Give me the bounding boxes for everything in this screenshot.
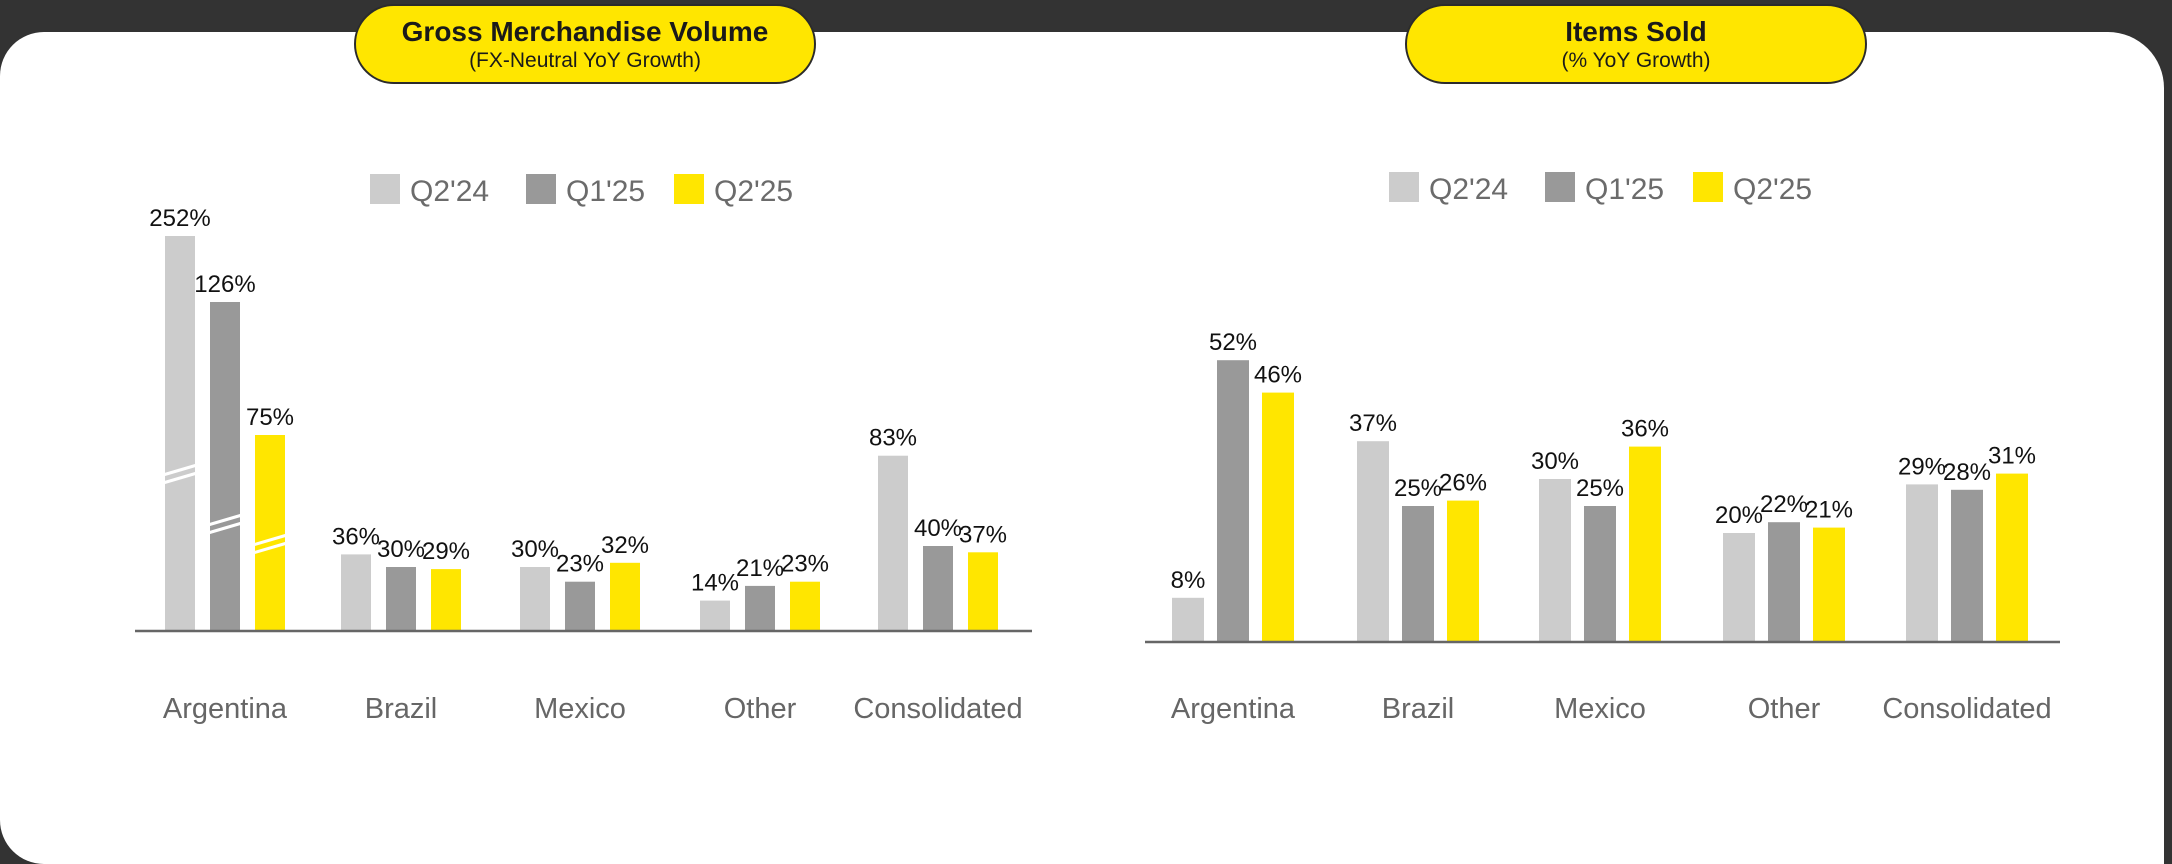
items-value-label-brazil-q2-25: 26% [1439, 470, 1487, 497]
gmv-value-label-argentina-q2-25: 75% [246, 404, 294, 431]
items-value-label-consolidated-q2-25: 31% [1988, 443, 2036, 470]
gmv-legend-swatch-q2-24 [370, 174, 400, 204]
items-bar-consolidated-q2-24 [1906, 484, 1938, 641]
gmv-bar-argentina-q1-25 [210, 302, 240, 630]
items-value-label-consolidated-q2-24: 29% [1898, 453, 1946, 480]
gmv-bar-brazil-q2-25 [431, 569, 461, 630]
gmv-value-label-consolidated-q1-25: 40% [914, 515, 962, 542]
items-bar-argentina-q2-25 [1262, 392, 1294, 641]
items-bar-other-q2-25 [1813, 527, 1845, 641]
items-value-label-argentina-q1-25: 52% [1209, 329, 1257, 356]
items-value-label-mexico-q1-25: 25% [1576, 475, 1624, 502]
items-value-label-other-q2-24: 20% [1715, 502, 1763, 529]
gmv-value-label-brazil-q2-24: 36% [332, 523, 380, 550]
chart-card [0, 32, 2164, 864]
items-bar-consolidated-q1-25 [1951, 489, 1983, 641]
items-value-label-mexico-q2-25: 36% [1621, 416, 1669, 443]
gmv-bar-other-q1-25 [745, 585, 775, 630]
gmv-value-label-other-q2-24: 14% [691, 570, 739, 597]
items-category-label-argentina: Argentina [1171, 693, 1296, 725]
items-value-label-brazil-q1-25: 25% [1394, 475, 1442, 502]
items-bar-brazil-q2-25 [1447, 500, 1479, 641]
items-value-label-argentina-q2-24: 8% [1171, 567, 1206, 594]
items-bar-argentina-q1-25 [1217, 360, 1249, 641]
items-bar-other-q2-24 [1723, 533, 1755, 641]
gmv-bar-brazil-q2-24 [341, 554, 371, 630]
items-value-label-brazil-q2-24: 37% [1349, 410, 1397, 437]
gmv-value-label-other-q1-25: 21% [736, 555, 784, 582]
items-category-label-other: Other [1748, 693, 1821, 725]
items-legend-label-q2-24: Q2'24 [1429, 173, 1508, 206]
items-legend-label-q1-25: Q1'25 [1585, 173, 1664, 206]
items-value-label-consolidated-q1-25: 28% [1943, 459, 1991, 486]
gmv-bar-argentina-q2-24 [165, 236, 195, 630]
gmv-legend-label-q1-25: Q1'25 [566, 175, 645, 208]
items-legend-swatch-q1-25 [1545, 172, 1575, 202]
gmv-category-label-mexico: Mexico [534, 693, 626, 725]
gmv-axis-break-argentina-q1-25-b [207, 521, 243, 535]
gmv-subtitle: (FX-Neutral YoY Growth) [469, 49, 701, 72]
gmv-bar-mexico-q2-24 [520, 567, 550, 630]
gmv-value-label-mexico-q1-25: 23% [556, 551, 604, 578]
gmv-value-label-argentina-q2-24: 252% [149, 205, 210, 232]
gmv-bar-argentina-q2-25 [255, 435, 285, 630]
gmv-value-label-argentina-q1-25: 126% [194, 271, 255, 298]
gmv-value-label-mexico-q2-25: 32% [601, 532, 649, 559]
gmv-category-label-consolidated: Consolidated [853, 693, 1022, 725]
gmv-bar-mexico-q2-25 [610, 562, 640, 630]
gmv-value-label-mexico-q2-24: 30% [511, 536, 559, 563]
gmv-axis-break-argentina-q1-25-a [207, 513, 243, 527]
gmv-value-label-consolidated-q2-25: 37% [959, 521, 1007, 548]
gmv-axis-break-argentina-q2-24-b [162, 471, 198, 485]
items-bar-mexico-q2-25 [1629, 446, 1661, 641]
gmv-bar-consolidated-q2-24 [878, 455, 908, 630]
items-title-badge: Items Sold (% YoY Growth) [1405, 4, 1867, 84]
gmv-legend-swatch-q1-25 [526, 174, 556, 204]
gmv-title: Gross Merchandise Volume [401, 16, 769, 47]
items-value-label-other-q1-25: 22% [1760, 491, 1808, 518]
gmv-axis-break-argentina-q2-25-a [252, 533, 288, 547]
gmv-value-label-consolidated-q2-24: 83% [869, 425, 917, 452]
gmv-legend-label-q2-24: Q2'24 [410, 175, 489, 208]
items-bar-other-q1-25 [1768, 522, 1800, 641]
gmv-bar-other-q2-25 [790, 581, 820, 630]
items-category-label-consolidated: Consolidated [1882, 693, 2051, 725]
items-value-label-mexico-q2-24: 30% [1531, 448, 1579, 475]
gmv-legend-label-q2-25: Q2'25 [714, 175, 793, 208]
gmv-value-label-brazil-q1-25: 30% [377, 536, 425, 563]
items-bar-argentina-q2-24 [1172, 597, 1204, 641]
gmv-category-label-argentina: Argentina [163, 693, 288, 725]
items-bar-brazil-q1-25 [1402, 506, 1434, 641]
gmv-bar-mexico-q1-25 [565, 581, 595, 630]
items-title: Items Sold [1565, 16, 1707, 47]
gmv-bar-consolidated-q1-25 [923, 546, 953, 630]
items-bar-mexico-q2-24 [1539, 479, 1571, 641]
items-bar-consolidated-q2-25 [1996, 473, 2028, 641]
gmv-legend-swatch-q2-25 [674, 174, 704, 204]
gmv-axis-break-argentina-q2-25-b [252, 541, 288, 555]
items-bar-brazil-q2-24 [1357, 441, 1389, 641]
gmv-category-label-brazil: Brazil [365, 693, 438, 725]
gmv-value-label-other-q2-25: 23% [781, 551, 829, 578]
gmv-bar-consolidated-q2-25 [968, 552, 998, 630]
items-legend-swatch-q2-25 [1693, 172, 1723, 202]
items-category-label-mexico: Mexico [1554, 693, 1646, 725]
items-value-label-other-q2-25: 21% [1805, 497, 1853, 524]
items-legend-label-q2-25: Q2'25 [1733, 173, 1812, 206]
gmv-axis-break-argentina-q2-24-a [162, 463, 198, 477]
gmv-bar-brazil-q1-25 [386, 567, 416, 630]
gmv-category-label-other: Other [724, 693, 797, 725]
gmv-bar-other-q2-24 [700, 600, 730, 630]
items-bar-mexico-q1-25 [1584, 506, 1616, 641]
items-subtitle: (% YoY Growth) [1561, 49, 1711, 72]
items-category-label-brazil: Brazil [1382, 693, 1455, 725]
items-value-label-argentina-q2-25: 46% [1254, 362, 1302, 389]
items-legend-swatch-q2-24 [1389, 172, 1419, 202]
gmv-title-badge: Gross Merchandise Volume (FX-Neutral YoY… [354, 4, 816, 84]
gmv-value-label-brazil-q2-25: 29% [422, 538, 470, 565]
